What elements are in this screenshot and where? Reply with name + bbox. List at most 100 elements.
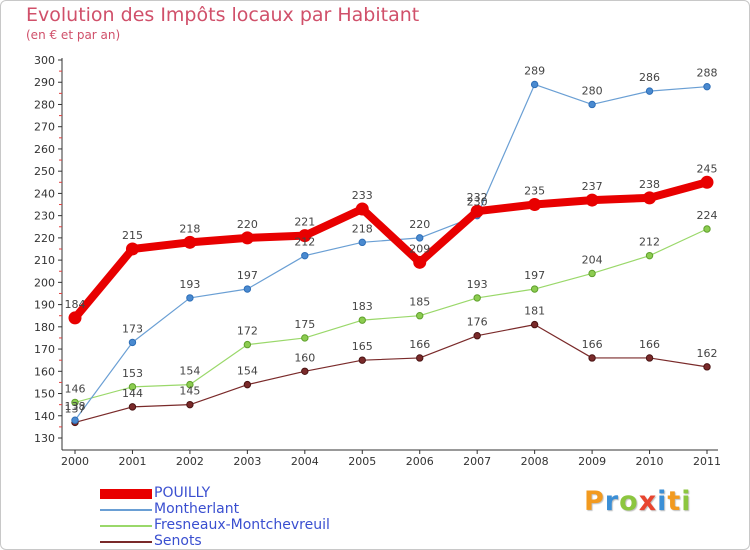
x-tick-label: 2008 [521,455,549,468]
x-tick-label: 2006 [406,455,434,468]
data-label-pouilly: 184 [65,298,86,311]
data-label-montherlant: 138 [65,400,86,413]
y-tick-label: 250 [34,165,55,178]
x-tick-label: 2003 [233,455,261,468]
data-point-pouilly [528,198,542,212]
x-tick-label: 2005 [348,455,376,468]
data-label-pouilly: 233 [352,189,373,202]
data-label-senots: 166 [582,338,603,351]
data-point-pouilly [240,231,254,245]
data-point-senots [645,354,654,362]
data-label-senots: 165 [352,340,373,353]
y-tick-label: 170 [34,343,55,356]
legend-label-montherlant: Montherlant [154,501,240,517]
x-tick-label: 2002 [176,455,204,468]
data-point-fresneaux [645,251,654,260]
data-label-montherlant: 288 [697,67,718,80]
data-point-montherlant [186,294,194,302]
x-tick-label: 2011 [693,455,721,468]
legend-swatch-montherlant [100,509,152,511]
legend-label-pouilly: POUILLY [154,485,211,501]
y-tick-label: 270 [34,121,55,134]
data-label-senots: 181 [524,305,545,318]
data-label-senots: 166 [409,338,430,351]
legend-swatch-fresneaux [100,525,152,527]
chart-title: Evolution des Impôts locaux par Habitant [26,4,420,26]
data-point-montherlant [416,234,424,242]
data-point-fresneaux [71,398,79,407]
series-line-montherlant [74,83,708,421]
y-tick-label: 290 [34,76,55,89]
data-label-montherlant: 286 [639,71,660,84]
data-point-pouilly [125,242,139,256]
data-point-fresneaux [128,383,137,391]
data-label-montherlant: 197 [237,269,258,282]
data-point-fresneaux [186,380,194,389]
data-label-fresneaux: 193 [467,278,488,291]
data-label-montherlant: 280 [582,84,603,97]
logo-letter: P [584,486,605,517]
data-label-fresneaux: 197 [524,269,545,282]
y-tick-label: 150 [34,388,55,401]
y-tick-label: 300 [34,54,55,67]
data-point-montherlant [645,87,654,95]
data-point-montherlant [301,251,309,260]
data-label-montherlant: 230 [467,196,488,209]
data-point-pouilly [298,229,312,243]
data-label-pouilly: 221 [294,216,315,229]
data-point-montherlant [71,416,79,424]
data-point-montherlant [530,80,539,89]
data-point-senots [243,380,252,389]
data-label-senots: 162 [697,347,718,360]
data-point-pouilly [68,311,82,325]
legend-swatch-pouilly [100,489,152,499]
data-label-pouilly: 218 [179,222,200,235]
logo-letter: t [667,486,682,517]
data-label-montherlant: 218 [352,222,373,235]
data-point-fresneaux [703,225,711,233]
data-label-senots: 137 [65,402,86,415]
data-point-pouilly [643,191,657,205]
data-point-senots [301,367,309,375]
y-tick-label: 260 [34,143,55,156]
data-point-senots [588,354,596,362]
data-point-senots [703,363,711,371]
legend-label-fresneaux: Fresneaux-Montchevreuil [154,517,330,533]
data-label-senots: 144 [122,387,143,400]
data-label-fresneaux: 212 [639,236,660,249]
data-label-fresneaux: 154 [179,365,200,378]
data-point-fresneaux [358,316,366,324]
y-tick-label: 160 [34,365,55,378]
logo-letter: i [681,486,692,517]
data-label-pouilly: 237 [582,180,603,193]
data-label-pouilly: 215 [122,229,143,242]
series-line-senots [74,324,708,424]
data-point-montherlant [703,82,711,91]
data-label-pouilly: 238 [639,178,660,191]
data-point-montherlant [358,238,366,247]
data-label-fresneaux: 175 [294,318,315,331]
data-label-fresneaux: 185 [409,296,430,309]
y-tick-label: 240 [34,187,55,200]
data-point-pouilly [413,255,427,269]
data-point-pouilly [585,193,599,207]
chart-subtitle: (en € et par an) [26,28,121,42]
data-label-senots: 154 [237,365,258,378]
data-point-montherlant [243,285,252,293]
y-tick-label: 130 [34,432,55,445]
x-tick-label: 2010 [636,455,664,468]
data-point-montherlant [588,100,596,109]
data-point-fresneaux [530,285,539,293]
y-tick-label: 140 [34,410,55,423]
data-point-pouilly [470,204,484,218]
logo-letter: o [619,486,639,517]
data-label-senots: 166 [639,338,660,351]
data-label-montherlant: 220 [409,218,430,231]
legend-label-senots: Senots [154,533,202,549]
series-line-fresneaux [74,228,708,404]
data-label-montherlant: 289 [524,64,545,77]
data-label-montherlant: 193 [179,278,200,291]
data-point-senots [186,400,194,409]
data-point-senots [416,354,424,362]
